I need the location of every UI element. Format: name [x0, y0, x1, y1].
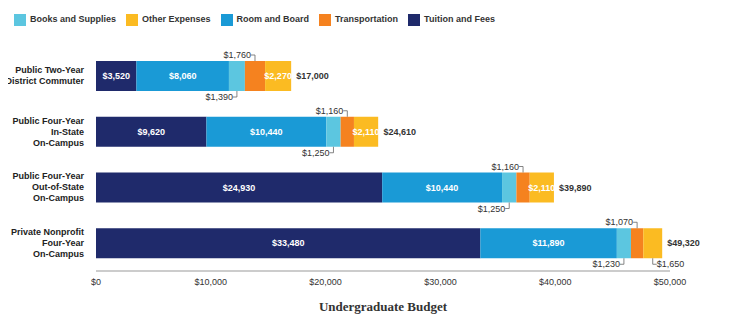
svg-text:$1,070: $1,070	[606, 217, 634, 227]
svg-text:$24,930: $24,930	[223, 183, 256, 193]
svg-text:Undergraduate Budget: Undergraduate Budget	[319, 299, 448, 314]
svg-text:$8,060: $8,060	[169, 71, 197, 81]
html-text:Transportation: Transportation	[335, 14, 399, 25]
svg-text:Public Four-YearOut-of-StateOn: Public Four-YearOut-of-StateOn-Campus	[12, 171, 84, 203]
svg-text:$2,110: $2,110	[353, 127, 380, 137]
svg-text:$10,440: $10,440	[426, 183, 459, 193]
svg-text:$1,160: $1,160	[492, 162, 520, 172]
svg-text:$2,110: $2,110	[528, 183, 555, 193]
html-text:Room and Board: Room and Board	[236, 14, 310, 25]
svg-text:$17,000: $17,000	[296, 71, 329, 81]
svg-text:$1,390: $1,390	[205, 92, 233, 102]
svg-text:$1,760: $1,760	[223, 50, 251, 60]
svg-text:Public Two-YearIn-District Com: Public Two-YearIn-District Commuter	[8, 65, 84, 86]
html-text:Books and Supplies: Books and Supplies	[30, 14, 116, 25]
svg-text:$1,650: $1,650	[657, 259, 685, 269]
svg-text:Private NonprofitFour-YearOn-C: Private NonprofitFour-YearOn-Campus	[11, 227, 85, 259]
html-text:Tuition and Fees: Tuition and Fees	[424, 14, 495, 25]
html-text:Other Expenses: Other Expenses	[142, 14, 211, 25]
svg-text:$39,890: $39,890	[559, 183, 592, 193]
svg-text:$20,000: $20,000	[309, 277, 342, 287]
svg-text:$50,000: $50,000	[654, 277, 687, 287]
svg-text:$0: $0	[91, 277, 101, 287]
svg-text:$49,320: $49,320	[667, 238, 700, 248]
svg-text:$30,000: $30,000	[424, 277, 457, 287]
svg-text:$2,270: $2,270	[264, 71, 292, 81]
svg-text:$33,480: $33,480	[272, 238, 305, 248]
svg-text:$24,610: $24,610	[384, 127, 417, 137]
svg-text:$9,620: $9,620	[137, 127, 165, 137]
svg-text:$1,250: $1,250	[302, 148, 330, 158]
svg-text:$11,890: $11,890	[533, 238, 565, 248]
svg-text:$1,230: $1,230	[592, 259, 620, 269]
svg-text:$10,000: $10,000	[195, 277, 228, 287]
svg-text:$1,160: $1,160	[316, 106, 344, 116]
svg-text:$3,520: $3,520	[102, 71, 130, 81]
svg-text:$40,000: $40,000	[539, 277, 572, 287]
svg-text:Public Four-YearIn-StateOn-Cam: Public Four-YearIn-StateOn-Campus	[12, 116, 84, 148]
svg-text:$10,440: $10,440	[250, 127, 283, 137]
svg-text:$1,250: $1,250	[478, 204, 506, 214]
